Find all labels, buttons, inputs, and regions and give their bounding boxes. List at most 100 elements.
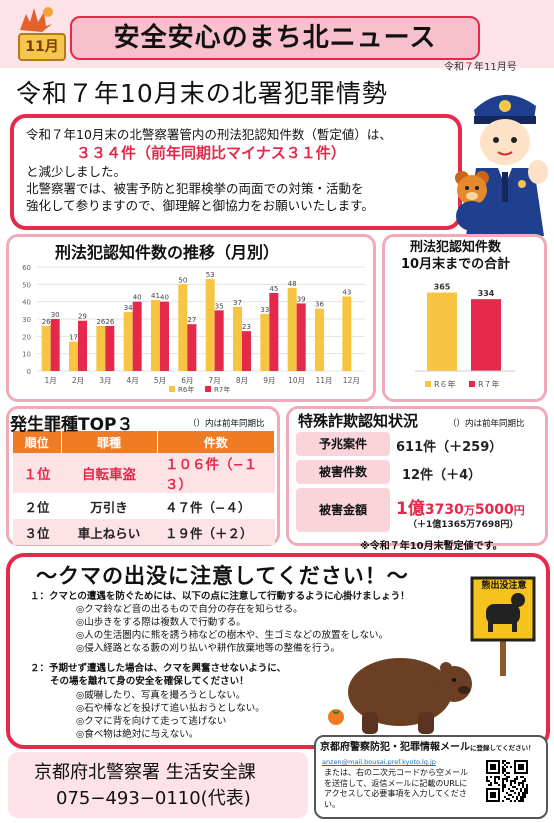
y-tick-label: 50 [22,281,31,289]
x-tick-label: 10月 [288,376,305,385]
qr-module [498,776,500,778]
qr-module [510,766,512,768]
fraud-label-warning: 予兆案件 [296,432,390,456]
x-tick-label: 3月 [99,376,111,385]
intro-line-2: と減少しました。 [26,164,127,179]
month-badge: 11月 [18,33,66,61]
bar-r7 [214,310,224,371]
bar-r7 [160,301,169,371]
contact-phone: 075−493−0110(代表) [56,788,251,809]
newsletter-title: 安全安心のまち北ニュース [70,16,480,60]
qr-module [510,800,512,802]
qr-code-icon[interactable] [486,760,528,802]
qr-module [502,760,504,762]
qr-module [504,774,506,776]
bar-r6 [260,313,270,371]
type-cell: 万引き [61,493,157,519]
data-label: 26 [96,318,105,326]
x-tick-label: 8月 [236,376,248,385]
qr-module [508,794,510,796]
mail-title-suffix: に登録してください！ [470,744,535,752]
mail-title: 京都府警察防犯・犯罪情報メールに登録してください！ [320,738,535,753]
data-label: 26 [42,318,51,326]
bar-r7 [50,319,60,371]
bar-r7 [78,320,87,371]
legend-label: R7年 [214,385,230,394]
sign-text: 熊出没注意 [481,581,527,591]
data-label: 30 [51,311,60,319]
qr-module [502,788,504,790]
qr-module [502,786,504,788]
qr-module [522,792,524,794]
total-bar [427,292,457,371]
qr-module [502,784,504,786]
count-cell: １９件（＋２） [157,519,275,545]
monthly-chart-title: 刑法犯認知件数の推移（月別） [55,243,280,262]
top3-table: 順位 罪種 件数 １位 自転車盗 １０６件（−１３） ２位 万引き ４７件（−４… [13,431,275,545]
fraud-footnote: ※令和７年10月末暫定値です。 [360,541,503,552]
data-label: 50 [178,276,187,284]
data-label: 29 [78,313,87,321]
legend-swatch [205,386,211,392]
qr-module [504,778,506,780]
qr-module [522,786,524,788]
qr-module [526,792,528,794]
bear-s2-item: ◎威嚇したり、写真を撮ろうとしない。 [76,690,246,701]
rank-cell: １位 [13,453,61,493]
qr-module [502,782,504,784]
bar-r7 [187,324,197,371]
bar-r6 [41,325,51,371]
qr-module [524,780,526,782]
bar-r7 [242,331,251,371]
mail-title-main: 京都府警察防犯・犯罪情報メール [320,742,470,753]
qr-module [496,776,498,778]
amount-part-3: 万 [463,504,475,517]
qr-module [514,786,516,788]
qr-module [524,794,526,796]
qr-module [490,782,492,784]
qr-module [512,780,514,782]
qr-module [520,800,522,802]
bar-r6 [205,279,215,371]
qr-module [508,798,510,800]
y-tick-label: 60 [22,264,31,272]
bar-r6 [123,312,133,371]
qr-module [522,800,524,802]
qr-module [504,796,506,798]
qr-module [522,796,524,798]
qr-module [498,778,500,780]
qr-module [502,766,504,768]
qr-module [494,778,496,780]
mail-address-link[interactable]: anzen@mail.bousai.pref.kyoto.lg.jp [322,758,436,766]
qr-module [504,768,506,770]
mascot-illustration [455,171,489,231]
amount-part-2: 3730 [424,502,464,518]
qr-module [516,798,518,800]
bar-r6 [69,341,78,371]
qr-module [486,780,488,782]
data-label: 17 [69,334,78,342]
data-label: 334 [478,289,495,298]
data-label: 37 [233,299,242,307]
monthly-chart-panel: 刑法犯認知件数の推移（月別） 0 10 20 30 40 50 60 26 30 1月 17 29 2月… [6,234,376,402]
data-label: 40 [160,294,169,302]
qr-finder-core [518,764,524,770]
qr-module [516,776,518,778]
data-label: 26 [105,318,114,326]
bar-r6 [178,284,188,371]
qr-module [490,776,492,778]
qr-module [508,762,510,764]
rank-cell: ３位 [13,519,61,545]
fraud-value-amount: 1億3730万5000円 [396,494,525,519]
fraud-label-cases: 被害件数 [296,460,390,484]
qr-module [494,782,496,784]
qr-module [504,770,506,772]
legend-label: R７年 [478,379,500,389]
bear-s1-item: ◎人の生活圏内に熊を誘う柿などの樹木や、生ゴミなどの放置をしない。 [76,630,389,641]
y-tick-label: 40 [22,299,31,307]
qr-module [486,778,488,780]
qr-module [514,780,516,782]
qr-module [520,790,522,792]
x-tick-label: 4月 [127,376,139,385]
